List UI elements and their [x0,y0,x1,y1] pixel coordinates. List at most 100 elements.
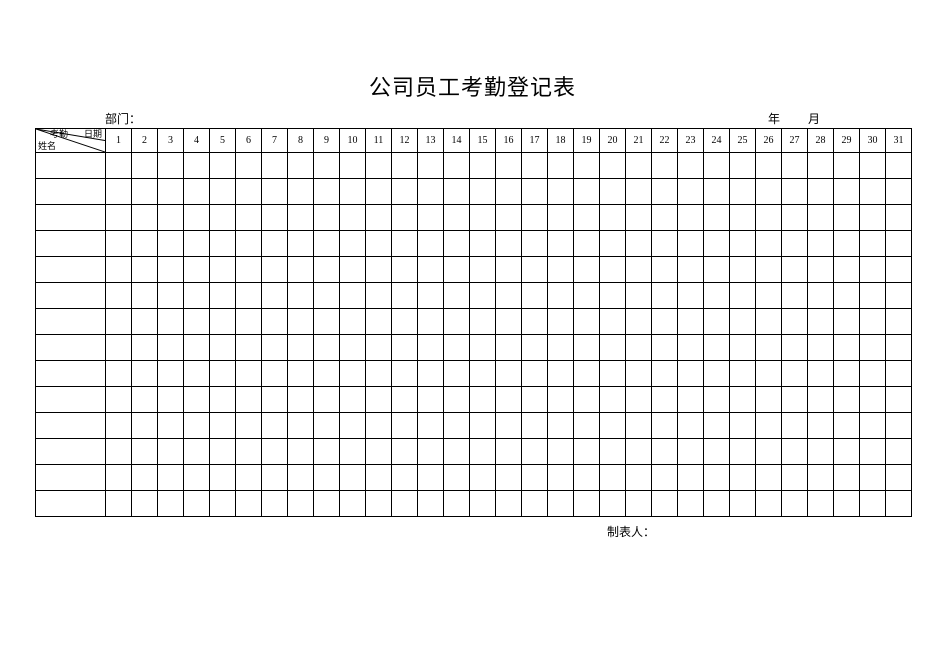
attendance-cell [678,257,704,283]
attendance-cell [288,491,314,517]
attendance-cell [574,179,600,205]
attendance-cell [210,283,236,309]
attendance-cell [106,413,132,439]
attendance-cell [392,257,418,283]
attendance-cell [522,231,548,257]
day-header: 27 [782,129,808,153]
attendance-cell [106,283,132,309]
attendance-cell [522,257,548,283]
name-cell [36,335,106,361]
attendance-cell [834,179,860,205]
table-row [36,361,912,387]
attendance-cell [392,179,418,205]
name-cell [36,257,106,283]
attendance-cell [600,413,626,439]
attendance-cell [236,309,262,335]
attendance-cell [366,257,392,283]
attendance-cell [444,387,470,413]
attendance-cell [574,491,600,517]
attendance-cell [470,465,496,491]
name-cell [36,231,106,257]
attendance-cell [210,465,236,491]
attendance-cell [132,387,158,413]
attendance-cell [782,283,808,309]
footer-row: 制表人： [35,523,910,541]
attendance-cell [626,257,652,283]
attendance-cell [522,205,548,231]
attendance-cell [444,153,470,179]
attendance-cell [470,491,496,517]
attendance-cell [132,335,158,361]
attendance-cell [522,283,548,309]
attendance-cell [418,283,444,309]
attendance-cell [444,179,470,205]
attendance-cell [704,335,730,361]
name-cell [36,205,106,231]
attendance-cell [652,335,678,361]
attendance-cell [262,335,288,361]
attendance-cell [496,465,522,491]
attendance-cell [756,283,782,309]
name-cell [36,283,106,309]
attendance-cell [860,387,886,413]
attendance-cell [340,257,366,283]
attendance-cell [366,387,392,413]
attendance-cell [470,231,496,257]
attendance-cell [678,153,704,179]
attendance-cell [730,413,756,439]
attendance-cell [574,309,600,335]
attendance-cell [782,257,808,283]
attendance-cell [288,205,314,231]
attendance-cell [158,153,184,179]
attendance-cell [834,465,860,491]
attendance-cell [288,283,314,309]
attendance-cell [704,179,730,205]
attendance-cell [548,491,574,517]
attendance-cell [548,283,574,309]
attendance-cell [444,205,470,231]
attendance-cell [366,439,392,465]
attendance-cell [782,387,808,413]
attendance-cell [262,283,288,309]
attendance-cell [782,439,808,465]
attendance-cell [548,257,574,283]
day-header: 28 [808,129,834,153]
attendance-cell [158,387,184,413]
attendance-cell [886,491,912,517]
header-diagonal-cell: 考勤日期姓名 [36,129,106,153]
attendance-cell [314,231,340,257]
attendance-cell [158,283,184,309]
attendance-cell [860,335,886,361]
table-row [36,413,912,439]
attendance-cell [470,257,496,283]
attendance-cell [860,153,886,179]
attendance-cell [678,283,704,309]
day-header: 14 [444,129,470,153]
attendance-cell [626,283,652,309]
attendance-cell [470,283,496,309]
day-header: 25 [730,129,756,153]
attendance-cell [158,179,184,205]
attendance-cell [808,465,834,491]
table-row [36,283,912,309]
attendance-cell [236,283,262,309]
attendance-cell [470,153,496,179]
attendance-cell [340,309,366,335]
department-label: 部门： [105,110,141,127]
attendance-cell [418,465,444,491]
attendance-cell [496,257,522,283]
attendance-cell [262,153,288,179]
name-cell [36,413,106,439]
attendance-cell [288,309,314,335]
attendance-cell [262,361,288,387]
attendance-cell [834,257,860,283]
attendance-cell [730,309,756,335]
attendance-cell [704,387,730,413]
attendance-cell [756,257,782,283]
attendance-cell [158,361,184,387]
attendance-cell [210,361,236,387]
attendance-cell [834,231,860,257]
attendance-cell [496,491,522,517]
attendance-cell [340,231,366,257]
day-header: 30 [860,129,886,153]
